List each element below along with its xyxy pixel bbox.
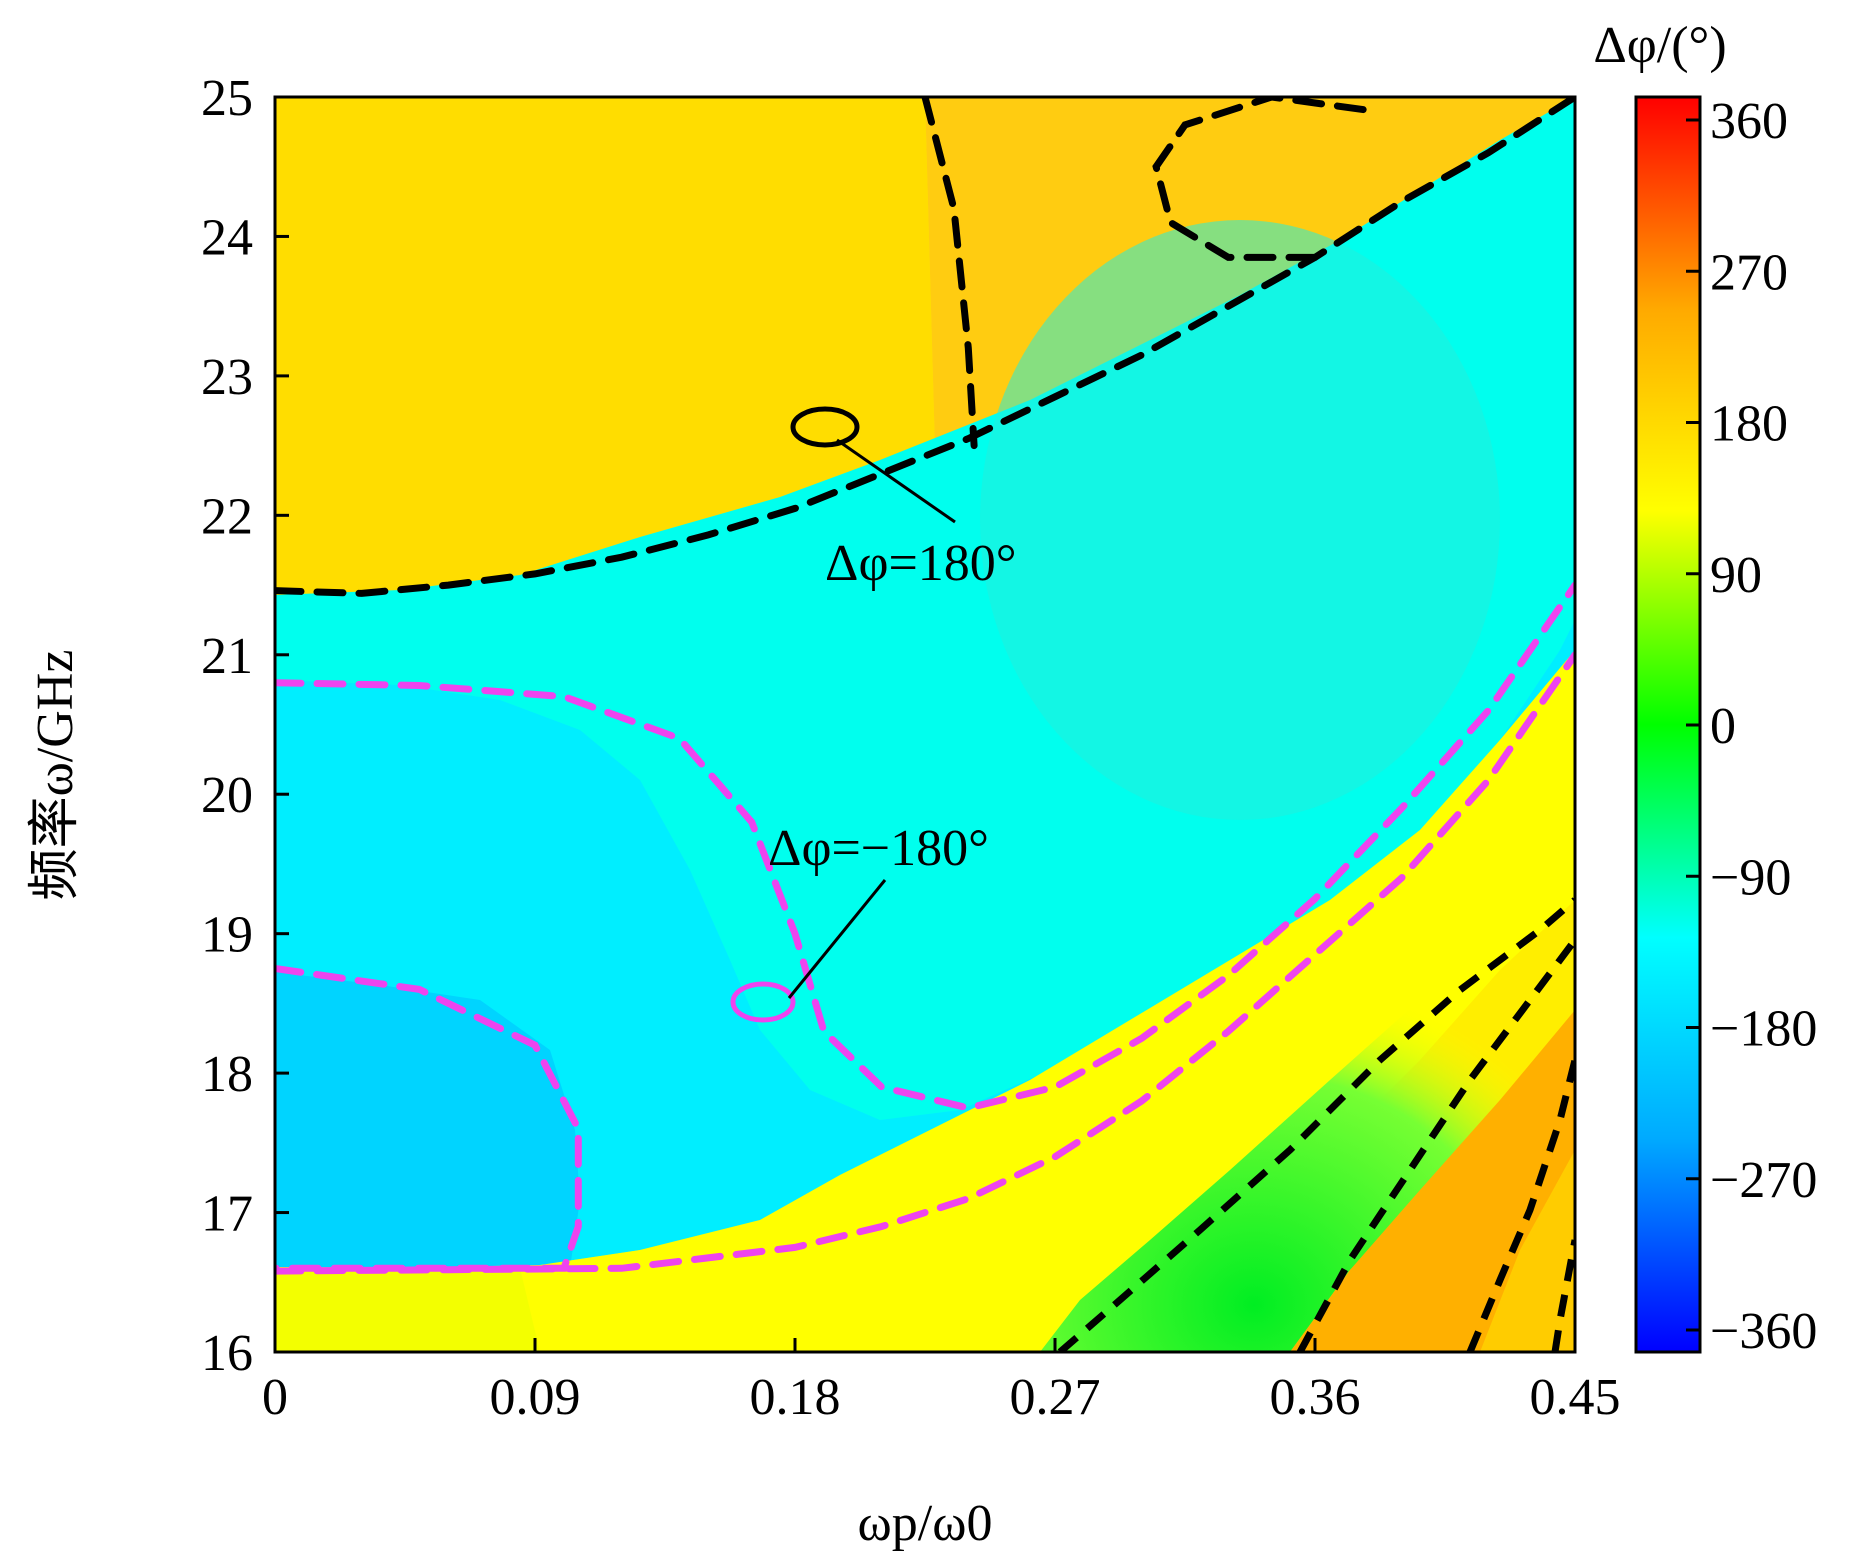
contour-plus-180-lower-3 bbox=[1466, 1059, 1575, 1352]
colorbar-tick-label: 270 bbox=[1710, 244, 1788, 301]
contour-lines bbox=[275, 97, 1575, 1275]
y-tick-label: 16 bbox=[201, 1325, 253, 1382]
contour-plus-180-lower-2 bbox=[1296, 937, 1575, 1352]
y-tick-label: 20 bbox=[201, 767, 253, 824]
y-axis-ticks: 16 17 18 19 20 21 22 23 24 25 bbox=[201, 70, 289, 1382]
y-tick-label: 22 bbox=[201, 488, 253, 545]
contour-line bbox=[1152, 97, 1377, 261]
y-tick-label: 18 bbox=[201, 1046, 253, 1103]
contour-line bbox=[275, 651, 1575, 1275]
x-tick-label: 0.27 bbox=[1010, 1369, 1101, 1426]
annotation-leader-minus-180 bbox=[787, 879, 887, 999]
contour-line bbox=[275, 581, 1575, 1112]
colorbar-tick-label: −360 bbox=[1710, 1303, 1817, 1360]
region-lower-left-core bbox=[275, 972, 580, 1268]
x-tick-label: 0 bbox=[262, 1369, 288, 1426]
region-lower-right-orange-edge bbox=[1480, 1150, 1575, 1352]
heatmap-plot bbox=[275, 97, 1575, 1352]
contour-plus-180-lower-4 bbox=[1551, 1239, 1575, 1352]
x-tick-label: 0.18 bbox=[750, 1369, 841, 1426]
colorbar-tick-label: −90 bbox=[1710, 849, 1791, 906]
y-tick-label: 17 bbox=[201, 1186, 253, 1243]
colorbar-tick-label: 90 bbox=[1710, 547, 1762, 604]
contour-line bbox=[275, 97, 1575, 597]
x-axis-label: ωp/ω0 bbox=[858, 1495, 993, 1552]
annotation-leader-plus-180 bbox=[836, 438, 956, 524]
colorbar-tick-label: 180 bbox=[1710, 396, 1788, 453]
y-tick-label: 23 bbox=[201, 349, 253, 406]
y-tick-label: 19 bbox=[201, 907, 253, 964]
contour-minus-180-small-loop bbox=[730, 981, 796, 1023]
colorbar-label: Δφ/(°) bbox=[1593, 17, 1726, 74]
region-lower-band-left bbox=[275, 1267, 540, 1352]
region-upper-left bbox=[275, 97, 935, 595]
y-tick-label: 25 bbox=[201, 70, 253, 127]
colorbar-tick-label: 360 bbox=[1710, 93, 1788, 150]
annotation-plus-180: Δφ=180° bbox=[825, 535, 1017, 592]
plot-frame bbox=[273, 95, 1577, 1354]
region-left-inner bbox=[275, 620, 1575, 1268]
colorbar-tick-label: −180 bbox=[1710, 1001, 1817, 1058]
contour-line bbox=[275, 965, 582, 1272]
y-tick-label: 24 bbox=[201, 209, 253, 266]
x-tick-label: 0.45 bbox=[1530, 1369, 1621, 1426]
annotation-minus-180: Δφ=−180° bbox=[768, 820, 989, 877]
contour-plus-180-lower-1 bbox=[1057, 897, 1575, 1352]
colorbar-tick-label: 0 bbox=[1710, 698, 1736, 755]
y-tick-label: 21 bbox=[201, 628, 253, 685]
colorbar-ticks: 360 270 180 90 0 −90 −180 −270 −360 bbox=[1686, 93, 1817, 1360]
contour-plus-180-small-loop bbox=[790, 406, 860, 448]
x-tick-label: 0.36 bbox=[1270, 1369, 1361, 1426]
region-teal-patch bbox=[980, 220, 1500, 820]
colorbar-tick-label: −270 bbox=[1710, 1152, 1817, 1209]
region-lower-right-green bbox=[1040, 880, 1575, 1352]
contour-line bbox=[921, 97, 978, 450]
x-tick-label: 0.09 bbox=[490, 1369, 581, 1426]
x-axis-ticks: 0 0.09 0.18 0.27 0.36 0.45 bbox=[262, 1338, 1621, 1426]
y-axis-label: 频率ω/GHz bbox=[27, 650, 84, 901]
